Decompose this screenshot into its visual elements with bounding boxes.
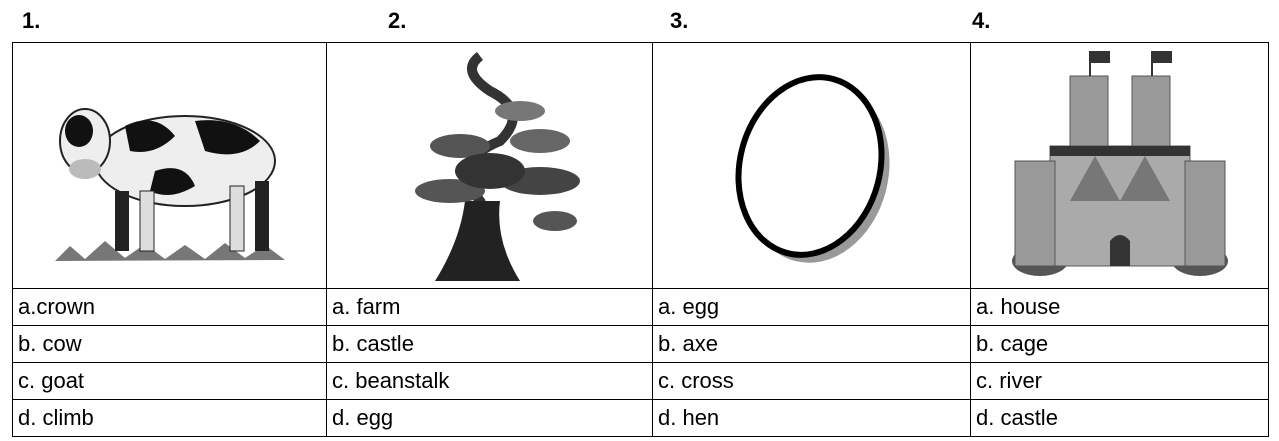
option-row: c. goat c. beanstalk c. cross c. river: [12, 362, 1269, 400]
question-number: 2.: [388, 8, 407, 33]
picture-cell: [326, 42, 653, 289]
picture-cell: [970, 42, 1269, 289]
picture-cell: [652, 42, 971, 289]
option: b. castle: [326, 325, 653, 363]
option: a. farm: [326, 288, 653, 326]
option-row: b. cow b. castle b. axe b. cage: [12, 325, 1269, 363]
cow-picture: [54, 107, 285, 261]
option: c. goat: [12, 362, 327, 400]
option: c. beanstalk: [326, 362, 653, 400]
picture-cell: [12, 42, 327, 289]
picture-row: [12, 42, 1269, 289]
option: d. egg: [326, 399, 653, 437]
option: c. river: [970, 362, 1269, 400]
option: a. egg: [652, 288, 971, 326]
option: a. house: [970, 288, 1269, 326]
option-row: d. climb d. egg d. hen d. castle: [12, 399, 1269, 437]
option: d. climb: [12, 399, 327, 437]
option: d. castle: [970, 399, 1269, 437]
beanstalk-picture: [414, 51, 580, 281]
option: b. axe: [652, 325, 971, 363]
question-number: 1.: [22, 8, 41, 33]
option: d. hen: [652, 399, 971, 437]
castle-picture: [1011, 50, 1228, 276]
question-number: 4.: [972, 8, 991, 33]
question-number: 3.: [670, 8, 689, 33]
option: b. cage: [970, 325, 1269, 363]
option-row: a.crown a. farm a. egg a. house: [12, 288, 1269, 326]
option: b. cow: [12, 325, 327, 363]
option: a.crown: [12, 288, 327, 326]
egg-picture: [734, 73, 890, 263]
answer-table: a.crown a. farm a. egg a. house b. cow b…: [12, 42, 1269, 437]
option: c. cross: [652, 362, 971, 400]
